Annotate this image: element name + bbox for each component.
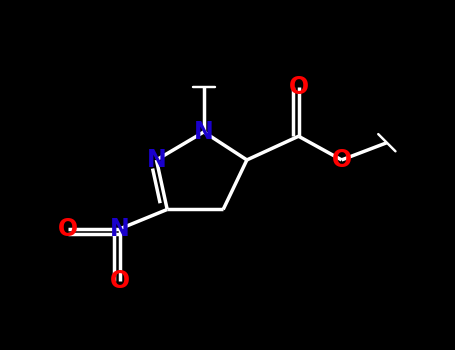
Text: N: N <box>110 217 130 241</box>
Text: O: O <box>110 268 130 293</box>
Text: O: O <box>332 148 352 172</box>
Text: N: N <box>147 148 167 172</box>
Text: N: N <box>194 120 214 144</box>
Text: O: O <box>288 75 308 99</box>
Text: O: O <box>58 217 78 241</box>
